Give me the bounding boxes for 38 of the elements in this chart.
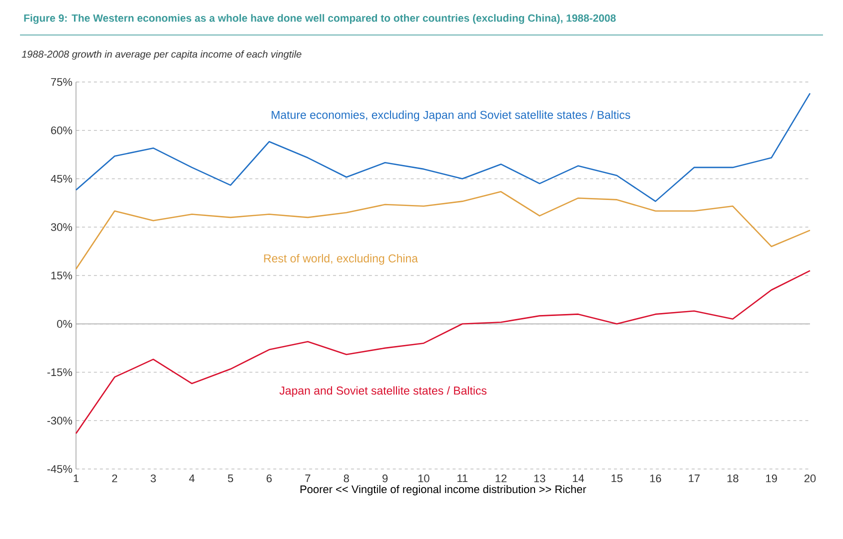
x-tick-label: 18 (727, 474, 738, 482)
x-tick-label: 8 (344, 474, 349, 482)
x-tick-label: 15 (612, 474, 622, 482)
x-tick-label: 11 (457, 474, 468, 482)
x-tick-label: 17 (688, 474, 700, 482)
line-series (75, 92, 811, 202)
x-tick-label: 16 (650, 474, 662, 482)
x-tick-label: 5 (228, 474, 234, 482)
y-tick-label: 75% (51, 78, 72, 86)
chart-subtitle: 1988-2008 growth in average per capita income of each vingtile (22, 50, 302, 60)
y-tick-label: 0% (57, 320, 72, 328)
y-tick-label: 60% (51, 126, 72, 134)
y-tick-label: -45% (47, 465, 72, 473)
x-tick-label: 3 (150, 474, 156, 482)
x-tick-label: 2 (112, 474, 118, 482)
y-tick-label: 45% (50, 174, 72, 183)
y-tick-label: -30% (47, 416, 72, 425)
y-tick-label: -15% (47, 368, 72, 376)
x-tick-label: 20 (804, 474, 816, 482)
x-tick-label: 6 (266, 474, 272, 482)
x-tick-label: 1 (74, 474, 79, 482)
series-label: Mature economies, excluding Japan and Soviet satellite states / Baltics (272, 110, 630, 122)
x-tick-label: 13 (534, 474, 546, 482)
y-tick-label: 15% (51, 272, 72, 280)
x-tick-label: 4 (189, 474, 195, 482)
x-tick-label: 9 (382, 474, 388, 482)
x-tick-label: 12 (496, 474, 506, 482)
x-tick-label: 14 (572, 474, 584, 482)
x-axis-title: Poorer << Vingtile of regional income distribution >> Richer (300, 485, 586, 496)
line-series (75, 270, 811, 434)
x-tick-label: 7 (305, 474, 310, 482)
text: Japan and Soviet satellite states / Baltics (279, 386, 486, 397)
y-tick-label: 30% (50, 223, 72, 231)
text: Rest of world, excluding China (264, 254, 418, 265)
x-tick-label: 19 (766, 474, 777, 482)
line-series (75, 190, 811, 270)
x-tick-label: 10 (418, 474, 430, 482)
chart-title: Figure 9: The Western economies as a whole have done well compared to other countries (excluding China), 1988-2008 (24, 14, 616, 24)
